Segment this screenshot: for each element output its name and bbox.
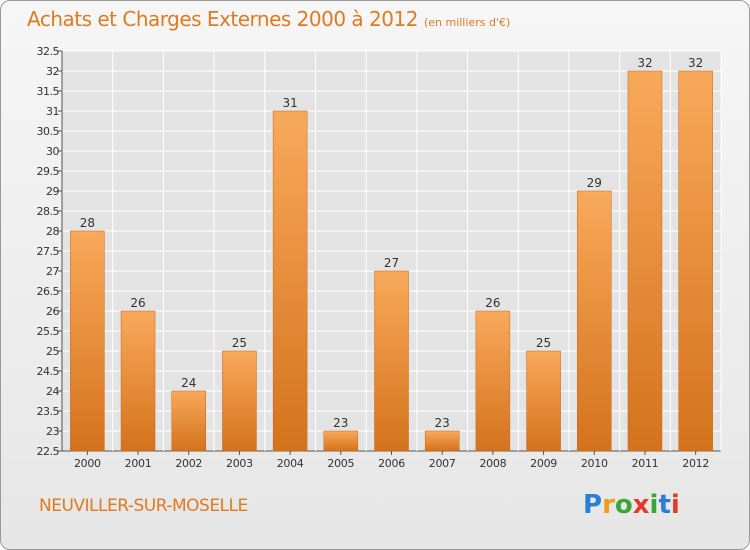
bar bbox=[222, 350, 257, 452]
y-tick-label: 23.5 bbox=[37, 405, 60, 418]
bar-value-label: 23 bbox=[435, 416, 450, 430]
proxiti-logo: Proxiti bbox=[583, 490, 680, 520]
bar-value-label: 32 bbox=[637, 56, 652, 70]
y-tick-label: 27.5 bbox=[37, 245, 60, 258]
bar bbox=[171, 390, 206, 452]
brand-letter: P bbox=[583, 490, 603, 520]
brand-letter: i bbox=[649, 490, 659, 520]
y-tick-label: 24.5 bbox=[37, 365, 60, 378]
bar-value-label: 27 bbox=[384, 256, 399, 270]
bar bbox=[323, 430, 359, 452]
bar bbox=[678, 70, 713, 452]
x-tick-label: 2002 bbox=[175, 457, 202, 470]
x-tick-label: 2000 bbox=[74, 457, 101, 470]
x-tick-label: 2010 bbox=[581, 457, 608, 470]
bar bbox=[475, 310, 511, 452]
brand-letter: o bbox=[614, 490, 633, 520]
bar-value-label: 32 bbox=[688, 56, 703, 70]
x-tick-label: 2009 bbox=[530, 457, 557, 470]
title-text: Achats et Charges Externes 2000 à 2012 bbox=[27, 7, 418, 31]
x-tick-label: 2011 bbox=[632, 457, 659, 470]
brand-letter: x bbox=[632, 490, 650, 520]
bar-value-label: 25 bbox=[232, 336, 247, 350]
bar bbox=[374, 270, 409, 452]
y-tick-label: 26 bbox=[46, 305, 59, 318]
bar-value-label: 25 bbox=[536, 336, 551, 350]
brand-letter: t bbox=[658, 490, 671, 520]
x-tick-label: 2005 bbox=[327, 457, 354, 470]
x-tick-label: 2006 bbox=[378, 457, 405, 470]
bar-value-label: 26 bbox=[130, 296, 145, 310]
bar-value-label: 28 bbox=[80, 216, 95, 230]
bar-value-label: 29 bbox=[587, 176, 602, 190]
place-name: NEUVILLER-SUR-MOSELLE bbox=[39, 496, 248, 516]
chart-title: Achats et Charges Externes 2000 à 2012 (e… bbox=[27, 7, 510, 31]
y-tick-label: 29.5 bbox=[37, 165, 60, 178]
x-tick-label: 2003 bbox=[226, 457, 253, 470]
bar-value-label: 23 bbox=[333, 416, 348, 430]
y-tick-label: 32 bbox=[46, 65, 59, 78]
bar bbox=[120, 310, 156, 452]
y-tick-label: 25 bbox=[46, 345, 59, 358]
y-tick-label: 28 bbox=[46, 225, 59, 238]
y-tick-label: 31 bbox=[46, 105, 59, 118]
y-tick-label: 29 bbox=[46, 185, 59, 198]
bar bbox=[70, 230, 105, 452]
bar bbox=[272, 110, 308, 452]
brand-letter: i bbox=[670, 490, 680, 520]
brand-letter: r bbox=[602, 490, 615, 520]
y-tick-label: 28.5 bbox=[37, 205, 60, 218]
bar bbox=[526, 350, 561, 452]
bar bbox=[577, 190, 612, 452]
y-tick-label: 30.5 bbox=[37, 125, 60, 138]
x-tick-label: 2012 bbox=[682, 457, 709, 470]
x-tick-label: 2004 bbox=[277, 457, 304, 470]
bar-value-label: 31 bbox=[282, 96, 297, 110]
x-tick-label: 2008 bbox=[479, 457, 506, 470]
y-tick-label: 26.5 bbox=[37, 285, 60, 298]
y-tick-label: 25.5 bbox=[37, 325, 60, 338]
x-tick-label: 2001 bbox=[125, 457, 152, 470]
y-tick-label: 23 bbox=[46, 425, 59, 438]
bar bbox=[424, 430, 460, 452]
y-tick-label: 24 bbox=[46, 385, 59, 398]
y-tick-label: 32.5 bbox=[37, 45, 60, 58]
bar-value-label: 24 bbox=[181, 376, 196, 390]
y-tick-label: 30 bbox=[46, 145, 59, 158]
chart-subtitle: (en milliers d'€) bbox=[423, 16, 511, 29]
bar-value-label: 26 bbox=[485, 296, 500, 310]
x-tick-label: 2007 bbox=[429, 457, 456, 470]
y-tick-label: 31.5 bbox=[37, 85, 60, 98]
y-tick-label: 22.5 bbox=[37, 445, 60, 458]
y-tick-label: 27 bbox=[46, 265, 59, 278]
bar bbox=[627, 70, 663, 452]
